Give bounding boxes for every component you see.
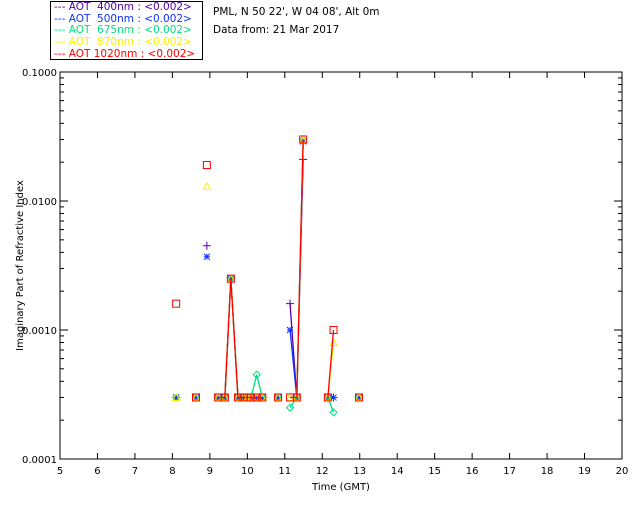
star-marker — [274, 394, 282, 401]
y-tick-label: 0.1000 — [22, 68, 57, 79]
date-subtitle: Data from: 21 Mar 2017 — [213, 24, 340, 36]
legend-entry: --- AOT 400nm : <0.002> — [54, 1, 192, 13]
x-tick-label: 10 — [241, 466, 254, 477]
x-tick-label: 12 — [316, 466, 329, 477]
square-marker — [274, 393, 283, 402]
x-tick-label: 13 — [353, 466, 366, 477]
axes-frame — [59, 71, 623, 460]
x-tick-label: 17 — [503, 466, 516, 477]
triangle-marker — [171, 392, 181, 401]
x-tick-label: 14 — [391, 466, 404, 477]
square-marker — [220, 393, 229, 402]
x-tick-label: 16 — [466, 466, 479, 477]
y-tick-label: 0.0010 — [22, 326, 57, 337]
plus-marker — [286, 299, 295, 308]
x-tick-label: 20 — [616, 466, 629, 477]
legend-entry: --- AOT 500nm : <0.002> — [54, 12, 192, 25]
square-marker — [292, 393, 301, 402]
star-marker — [355, 394, 363, 401]
triangle-marker — [191, 392, 201, 401]
star-marker — [330, 394, 337, 401]
legend-entry: --- AOT 675nm : <0.002> — [54, 24, 192, 37]
x-tick-label: 8 — [169, 466, 175, 477]
y-axis-label: Imaginary Part of Refractive Index — [15, 180, 26, 351]
series-line — [230, 278, 239, 398]
square-marker — [299, 135, 308, 144]
triangle-marker — [354, 392, 364, 401]
y-tick-label: 0.0100 — [22, 197, 57, 208]
legend: --- AOT 400nm : <0.002> --- AOT 500nm : <… — [50, 1, 203, 60]
plus-marker — [202, 241, 211, 250]
star-marker — [192, 394, 200, 401]
x-tick-label: 5 — [57, 466, 63, 477]
series-line — [296, 139, 304, 398]
square-marker — [247, 393, 256, 402]
square-marker — [192, 393, 201, 402]
triangle-marker — [323, 392, 333, 401]
site-title: PML, N 50 22', W 04 08', Alt 0m — [213, 6, 380, 18]
star-marker — [203, 253, 211, 261]
star-marker — [286, 326, 294, 334]
square-marker — [258, 393, 267, 402]
series-line — [289, 329, 298, 398]
y-tick-label: 0.0001 — [22, 455, 57, 466]
x-tick-label: 19 — [578, 466, 591, 477]
x-tick-label: 18 — [541, 466, 554, 477]
x-tick-label: 11 — [278, 466, 291, 477]
triangle-marker — [273, 392, 283, 401]
star-marker — [172, 394, 180, 401]
x-tick-label: 9 — [207, 466, 213, 477]
square-marker — [172, 299, 181, 308]
legend-entry: --- AOT 1020nm : <0.002> — [54, 47, 196, 60]
diamond-marker — [329, 408, 338, 417]
square-marker — [226, 274, 235, 283]
series-line — [327, 329, 335, 398]
square-marker — [233, 393, 242, 402]
x-tick-label: 7 — [132, 466, 138, 477]
triangle-marker — [329, 337, 338, 347]
x-tick-label: 6 — [94, 466, 100, 477]
square-marker — [323, 393, 332, 402]
diamond-marker — [252, 370, 261, 379]
x-axis-label: Time (GMT) — [311, 482, 370, 493]
series-line — [224, 278, 232, 398]
x-tick-label: 15 — [428, 466, 441, 477]
square-marker — [329, 326, 338, 334]
legend-entry: --- AOT 870nm : <0.002> — [54, 36, 192, 49]
square-marker — [202, 161, 211, 170]
triangle-marker — [202, 181, 212, 190]
star-marker — [214, 394, 222, 401]
diamond-marker — [285, 403, 295, 412]
square-marker — [252, 393, 261, 402]
square-marker — [354, 393, 363, 402]
